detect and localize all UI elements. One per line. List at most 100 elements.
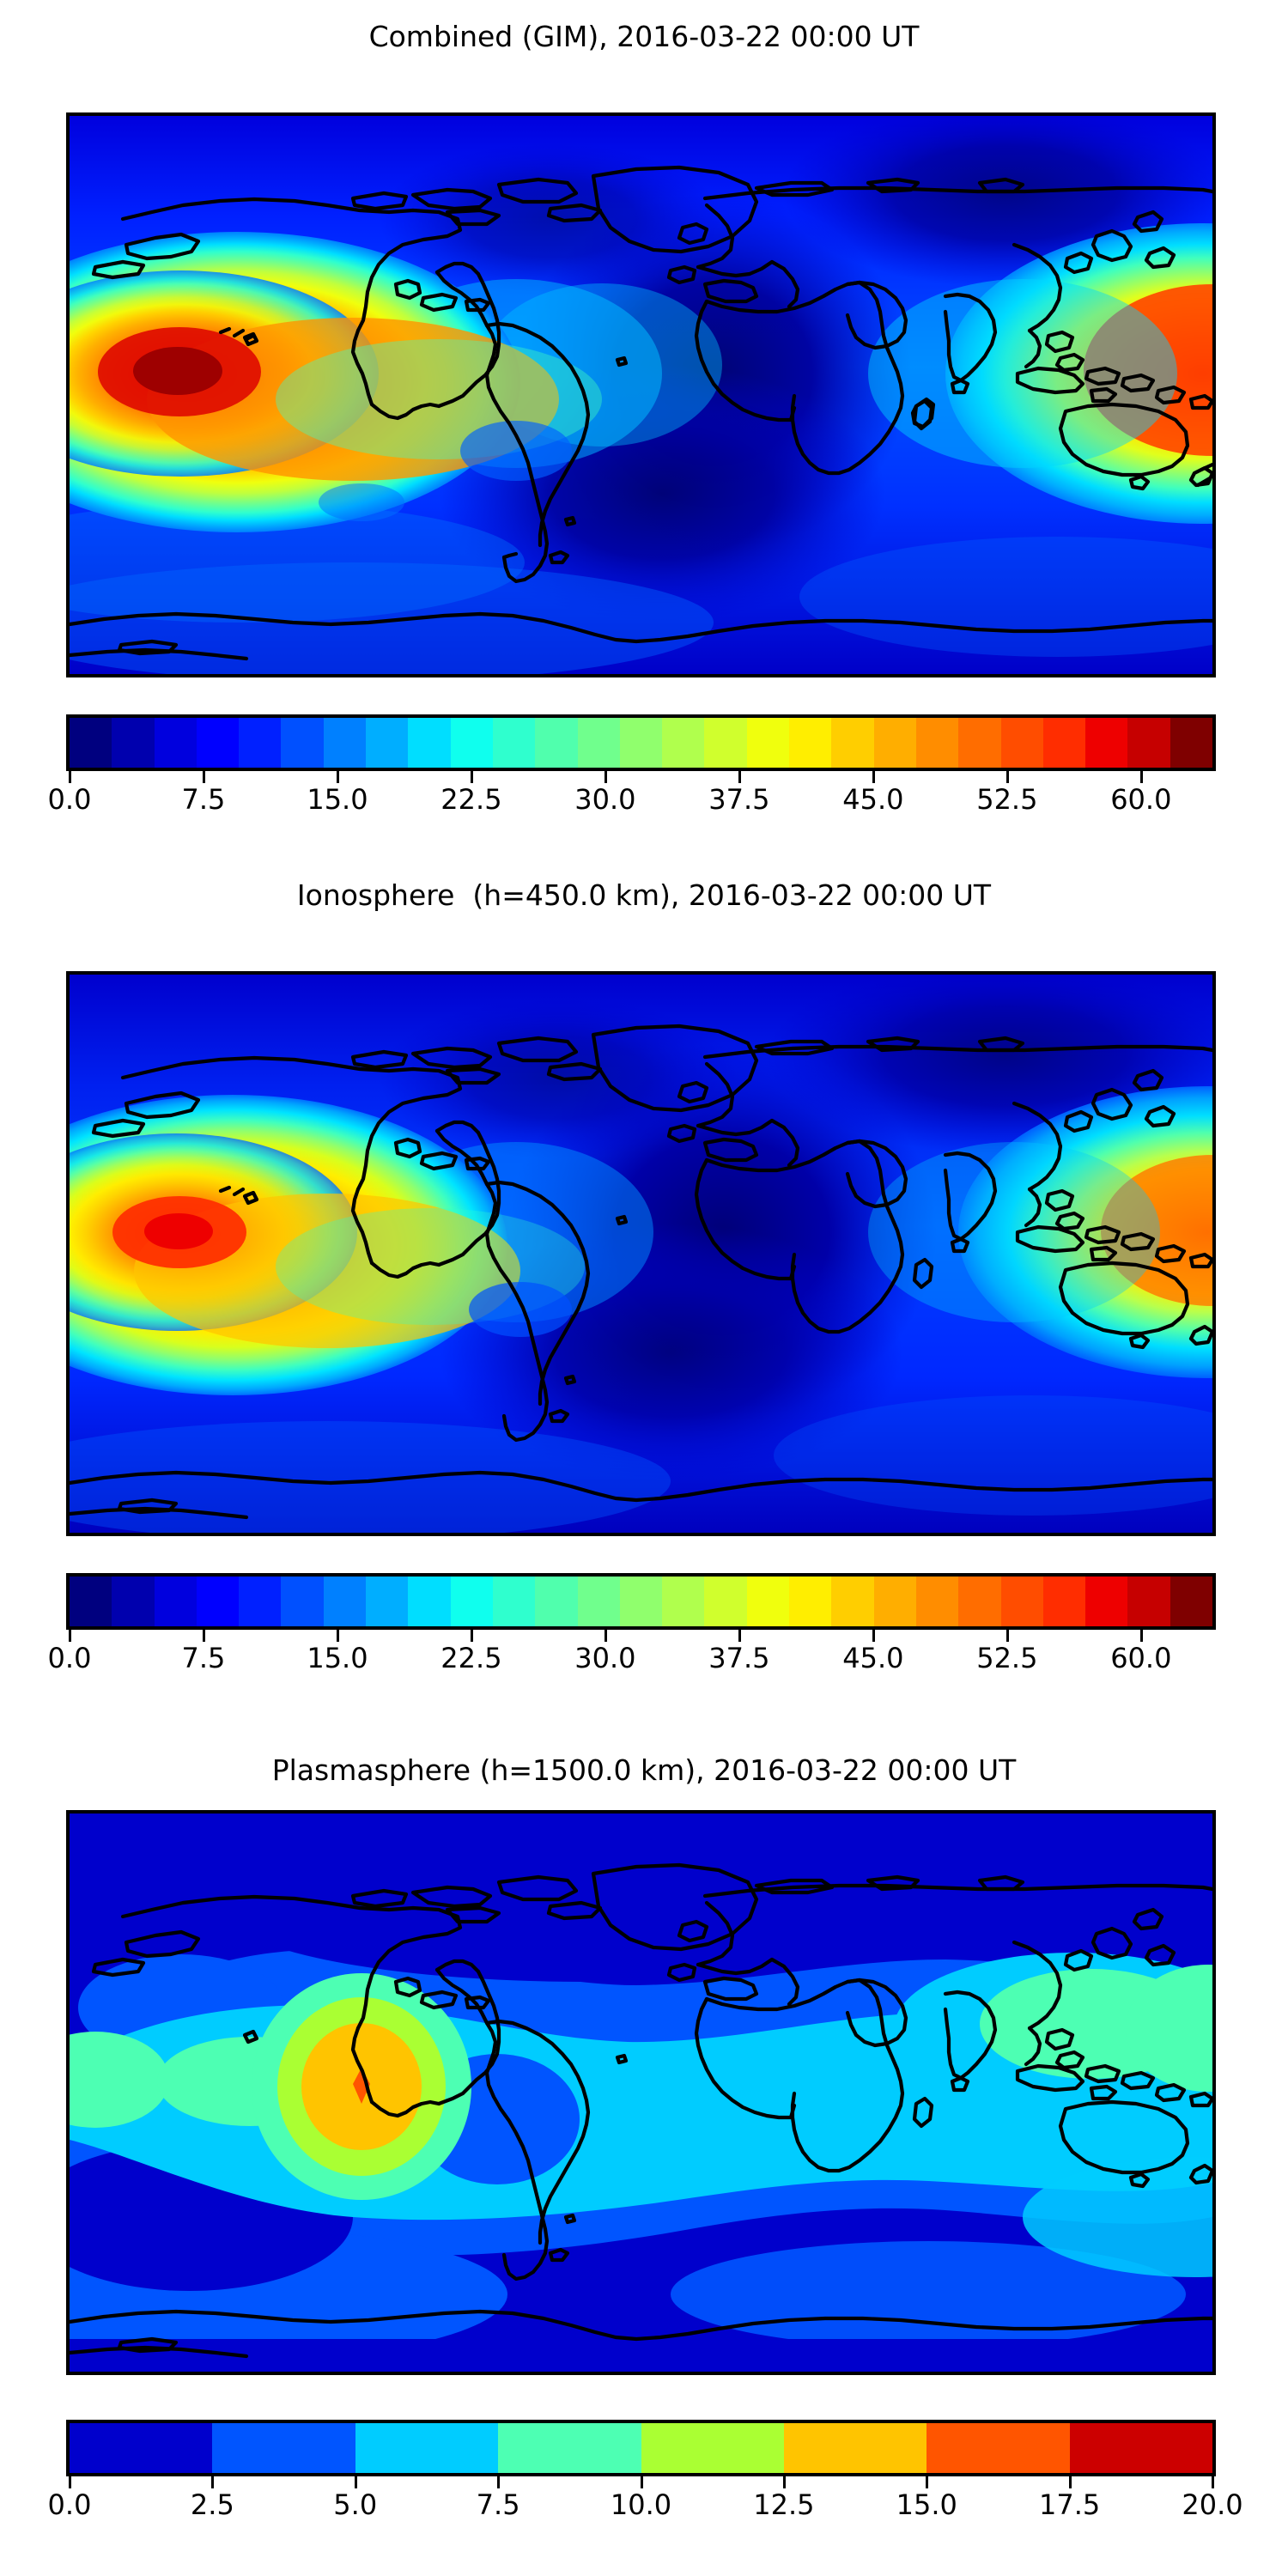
colorbar-tick-label-7: 52.5: [976, 1642, 1038, 1674]
colorbar-tick-2: [336, 771, 339, 783]
panel-combined-gim: Combined (GIM), 2016-03-22 00:00 UT: [0, 0, 1288, 859]
colorbar-band-26: [1170, 718, 1212, 768]
colorbar-band-7: [366, 1577, 409, 1626]
colorbar-band-8: [408, 1577, 451, 1626]
colorbar-tick-label-2: 5.0: [333, 2488, 378, 2521]
colorbar-band-2: [154, 718, 197, 768]
colorbar-tick-6: [872, 1630, 875, 1642]
colorbar-band-1: [212, 2423, 355, 2473]
colorbar-band-23: [1042, 1577, 1086, 1626]
colorbar-band-23: [1042, 718, 1086, 768]
colorbar-tick-7: [1068, 2476, 1072, 2488]
colorbar-band-6: [323, 718, 367, 768]
colorbar-band-4: [239, 718, 282, 768]
colorbar-band-3: [196, 718, 240, 768]
colorbar-tick-2: [354, 2476, 357, 2488]
map-svg-combined-gim: [70, 116, 1212, 674]
colorbar-band-13: [619, 718, 663, 768]
colorbar-tick-6: [872, 771, 875, 783]
colorbar-combined-gim: 0.0 7.5 15.0 22.5 30.0 37.5 45.0 52.5 60.0: [48, 714, 1216, 817]
map-svg-ionosphere: [70, 975, 1212, 1533]
colorbar-band-13: [619, 1577, 663, 1626]
colorbar-tick-label-7: 52.5: [976, 783, 1038, 816]
panel-title-plasmasphere: Plasmasphere (h=1500.0 km), 2016-03-22 0…: [271, 1753, 1017, 1787]
colorbar-tick-label-0: 0.0: [47, 2488, 92, 2521]
colorbar-band-4: [239, 1577, 282, 1626]
colorbar-tick-0: [69, 771, 71, 783]
colorbar-ticks-ionosphere: [66, 1630, 1216, 1642]
colorbar-band-24: [1085, 1577, 1128, 1626]
colorbar-plasmasphere: 0.0 2.5 5.0 7.5 10.0 12.5 15.0 17.5 20.0: [48, 2420, 1243, 2523]
colorbar-band-0: [70, 2423, 213, 2473]
colorbar-band-25: [1127, 718, 1170, 768]
colorbar-band-26: [1170, 1577, 1212, 1626]
map-plasmasphere: [66, 1810, 1216, 2375]
colorbar-band-5: [783, 2423, 927, 2473]
colorbar-tick-2: [336, 1630, 339, 1642]
colorbar-band-7: [1069, 2423, 1212, 2473]
colorbar-band-3: [196, 1577, 240, 1626]
colorbar-band-0: [70, 718, 112, 768]
colorbar-gradient-combined-gim: [66, 714, 1216, 771]
colorbar-tick-1: [202, 1630, 205, 1642]
colorbar-band-6: [927, 2423, 1070, 2473]
colorbar-tick-5: [782, 2476, 786, 2488]
colorbar-band-11: [535, 1577, 578, 1626]
colorbar-tick-label-0: 0.0: [47, 1642, 92, 1674]
colorbar-band-21: [958, 718, 1001, 768]
colorbar-tick-7: [1005, 771, 1009, 783]
colorbar-tick-8: [1139, 771, 1143, 783]
colorbar-band-19: [873, 1577, 916, 1626]
colorbar-ticks-combined-gim: [66, 771, 1216, 783]
colorbar-gradient-ionosphere: [66, 1573, 1216, 1630]
colorbar-tick-label-4: 30.0: [574, 1642, 636, 1674]
colorbar-ionosphere: 0.0 7.5 15.0 22.5 30.0 37.5 45.0 52.5 60.0: [48, 1573, 1216, 1676]
colorbar-labels-combined-gim: 0.0 7.5 15.0 22.5 30.0 37.5 45.0 52.5 60.0: [48, 783, 1216, 817]
colorbar-band-25: [1127, 1577, 1170, 1626]
colorbar-tick-label-3: 22.5: [440, 783, 502, 816]
colorbar-tick-4: [604, 771, 607, 783]
colorbar-tick-label-4: 10.0: [610, 2488, 672, 2521]
colorbar-tick-label-8: 60.0: [1110, 783, 1172, 816]
map-ionosphere: [66, 971, 1216, 1536]
panel-ionosphere: Ionosphere (h=450.0 km), 2016-03-22 00:0…: [0, 850, 1288, 1709]
colorbar-tick-6: [926, 2476, 929, 2488]
colorbar-band-14: [662, 718, 705, 768]
colorbar-band-5: [281, 718, 324, 768]
colorbar-tick-label-5: 37.5: [708, 783, 770, 816]
colorbar-tick-5: [738, 1630, 741, 1642]
colorbar-tick-label-6: 15.0: [896, 2488, 957, 2521]
colorbar-band-16: [746, 718, 790, 768]
colorbar-band-21: [958, 1577, 1001, 1626]
colorbar-band-0: [70, 1577, 112, 1626]
colorbar-tick-label-2: 15.0: [307, 783, 368, 816]
colorbar-labels-ionosphere: 0.0 7.5 15.0 22.5 30.0 37.5 45.0 52.5 60.0: [48, 1642, 1216, 1676]
colorbar-band-17: [789, 718, 832, 768]
colorbar-band-9: [450, 1577, 493, 1626]
colorbar-ticks-plasmasphere: [66, 2476, 1216, 2488]
colorbar-band-6: [323, 1577, 367, 1626]
colorbar-tick-5: [738, 771, 741, 783]
colorbar-band-11: [535, 718, 578, 768]
colorbar-band-1: [112, 718, 155, 768]
colorbar-tick-3: [497, 2476, 501, 2488]
colorbar-band-20: [915, 718, 959, 768]
colorbar-tick-4: [604, 1630, 607, 1642]
colorbar-labels-plasmasphere: 0.0 2.5 5.0 7.5 10.0 12.5 15.0 17.5 20.0: [48, 2488, 1243, 2523]
colorbar-tick-3: [470, 771, 473, 783]
colorbar-tick-label-1: 2.5: [190, 2488, 234, 2521]
colorbar-tick-3: [470, 1630, 473, 1642]
colorbar-tick-label-6: 45.0: [842, 1642, 904, 1674]
panel-title-ionosphere: Ionosphere (h=450.0 km), 2016-03-22 00:0…: [296, 878, 992, 912]
colorbar-tick-label-7: 17.5: [1039, 2488, 1101, 2521]
panel-plasmasphere: Plasmasphere (h=1500.0 km), 2016-03-22 0…: [0, 1709, 1288, 2576]
colorbar-tick-label-8: 60.0: [1110, 1642, 1172, 1674]
colorbar-band-1: [112, 1577, 155, 1626]
colorbar-tick-1: [211, 2476, 215, 2488]
colorbar-band-16: [746, 1577, 790, 1626]
colorbar-band-14: [662, 1577, 705, 1626]
colorbar-tick-label-1: 7.5: [181, 1642, 226, 1674]
colorbar-tick-8: [1212, 2476, 1214, 2488]
colorbar-tick-label-0: 0.0: [47, 783, 92, 816]
map-combined-gim: [66, 112, 1216, 677]
